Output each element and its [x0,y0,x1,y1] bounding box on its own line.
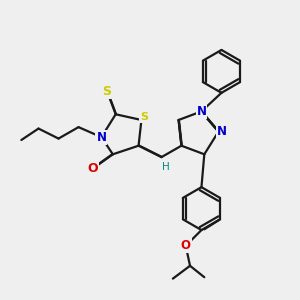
Text: N: N [96,130,106,144]
Text: S: S [103,85,112,98]
Text: N: N [217,125,226,138]
Text: S: S [140,112,148,122]
Text: H: H [162,162,170,172]
Text: O: O [181,239,191,252]
Text: N: N [196,105,206,118]
Text: O: O [88,162,98,175]
